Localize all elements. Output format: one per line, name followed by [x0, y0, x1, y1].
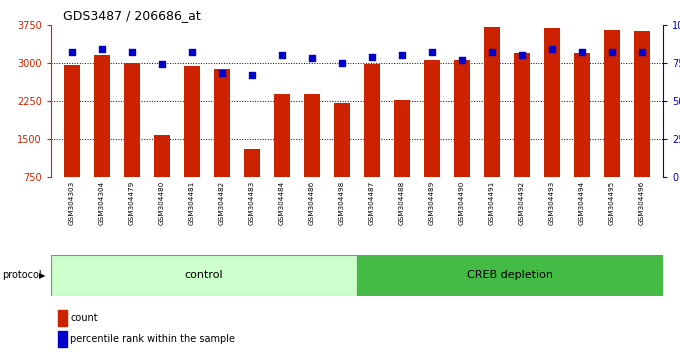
Point [607, 49, 617, 55]
Bar [514, 53, 530, 215]
Point [156, 62, 167, 67]
Point [307, 56, 318, 61]
Bar [94, 55, 110, 215]
Text: GSM304490: GSM304490 [459, 181, 465, 225]
Point [487, 49, 498, 55]
Text: GSM304491: GSM304491 [489, 181, 495, 225]
Text: GSM304482: GSM304482 [219, 181, 225, 225]
Bar [483, 27, 500, 215]
Point [186, 49, 197, 55]
Bar [154, 135, 170, 215]
Point [456, 57, 467, 63]
Bar [364, 64, 380, 215]
Point [126, 49, 137, 55]
Point [367, 54, 377, 59]
Bar [634, 32, 650, 215]
Text: GSM304493: GSM304493 [549, 181, 555, 225]
Text: GSM304489: GSM304489 [429, 181, 435, 225]
Bar [184, 66, 200, 215]
Text: GSM304488: GSM304488 [399, 181, 405, 225]
Point [517, 52, 528, 58]
Text: GSM304495: GSM304495 [609, 181, 615, 225]
Bar [274, 94, 290, 215]
Text: GSM304483: GSM304483 [249, 181, 255, 225]
Text: protocol: protocol [2, 270, 41, 280]
Bar [544, 28, 560, 215]
Point [247, 72, 258, 78]
Bar [64, 65, 80, 215]
Text: GDS3487 / 206686_at: GDS3487 / 206686_at [63, 9, 201, 22]
Point [67, 49, 78, 55]
Point [547, 46, 558, 52]
Text: GSM304498: GSM304498 [339, 181, 345, 225]
Point [426, 49, 437, 55]
Text: GSM304492: GSM304492 [519, 181, 525, 225]
Text: ▶: ▶ [39, 271, 46, 280]
Text: GSM304484: GSM304484 [279, 181, 285, 225]
Text: control: control [185, 270, 223, 280]
Bar [424, 60, 440, 215]
Text: GSM304481: GSM304481 [189, 181, 195, 225]
Text: GSM304486: GSM304486 [309, 181, 315, 225]
Point [337, 60, 347, 66]
Bar [51, 255, 357, 296]
Point [216, 71, 227, 76]
Text: GSM304494: GSM304494 [579, 181, 585, 225]
Bar [243, 149, 260, 215]
Bar [394, 101, 410, 215]
Point [97, 46, 107, 52]
Bar [574, 53, 590, 215]
Bar [304, 94, 320, 215]
Bar [357, 255, 663, 296]
Text: GSM304304: GSM304304 [99, 181, 105, 225]
Point [636, 49, 647, 55]
Bar [214, 69, 231, 215]
Text: CREB depletion: CREB depletion [467, 270, 553, 280]
Text: percentile rank within the sample: percentile rank within the sample [70, 334, 235, 344]
Text: GSM304487: GSM304487 [369, 181, 375, 225]
Point [396, 52, 407, 58]
Text: GSM304496: GSM304496 [639, 181, 645, 225]
Bar [124, 63, 140, 215]
Bar [604, 30, 620, 215]
Text: count: count [70, 313, 98, 323]
Bar [334, 103, 350, 215]
Text: GSM304303: GSM304303 [69, 181, 75, 225]
Text: GSM304479: GSM304479 [129, 181, 135, 225]
Text: GSM304480: GSM304480 [159, 181, 165, 225]
Point [577, 49, 588, 55]
Bar [454, 60, 471, 215]
Point [277, 52, 288, 58]
